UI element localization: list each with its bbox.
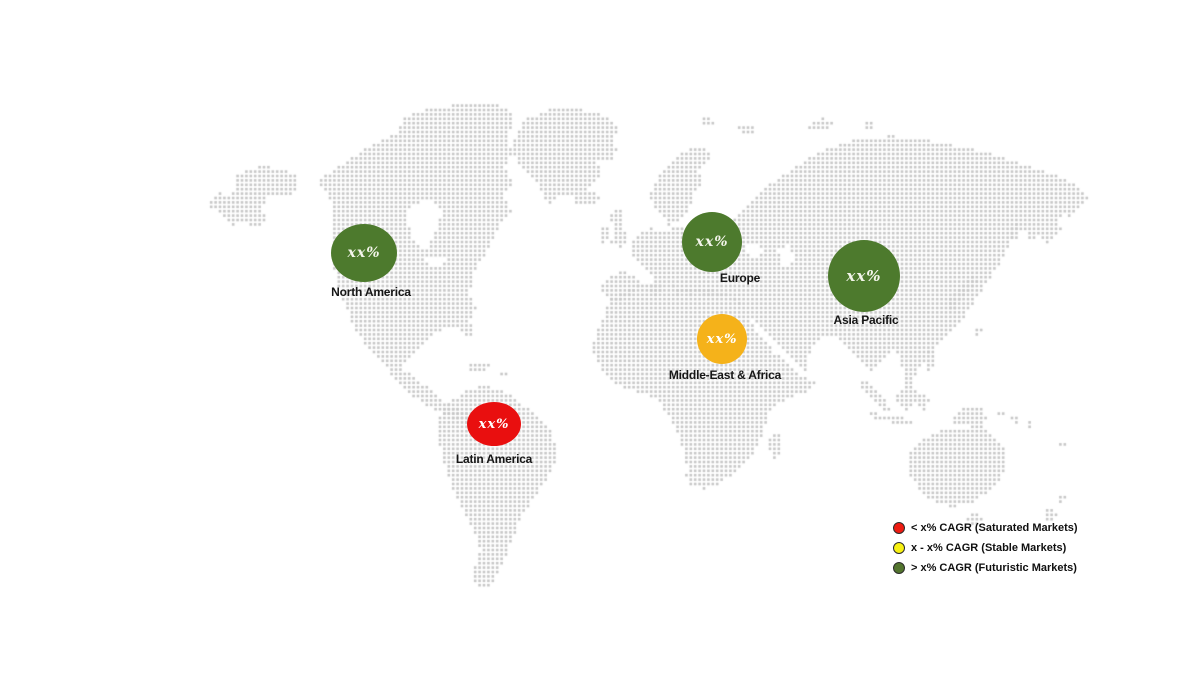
legend-swatch-green-icon — [893, 561, 905, 574]
legend-swatch-red-icon — [893, 521, 905, 534]
bubble-value-europe: xx% — [695, 234, 729, 250]
cagr-legend: < x% CAGR (Saturated Markets) x - x% CAG… — [893, 521, 1078, 581]
legend-label-saturated: < x% CAGR (Saturated Markets) — [911, 521, 1078, 534]
bubble-north-america: xx% — [331, 224, 397, 282]
legend-item-futuristic: > x% CAGR (Futuristic Markets) — [893, 561, 1078, 574]
label-europe: Europe — [719, 271, 761, 285]
legend-item-saturated: < x% CAGR (Saturated Markets) — [893, 521, 1078, 534]
legend-swatch-yellow-icon — [893, 541, 905, 554]
bubble-europe: xx% — [682, 212, 742, 272]
bubble-value-middle-east-africa: xx% — [706, 331, 738, 347]
bubble-value-north-america: xx% — [347, 245, 381, 261]
legend-label-futuristic: > x% CAGR (Futuristic Markets) — [911, 561, 1077, 574]
label-middle-east-africa: Middle-East & Africa — [668, 368, 782, 382]
label-north-america: North America — [331, 285, 411, 299]
bubble-latin-america: xx% — [467, 402, 521, 446]
bubble-value-asia-pacific: xx% — [846, 266, 882, 285]
bubble-middle-east-africa: xx% — [697, 314, 747, 364]
bubble-value-latin-america: xx% — [478, 416, 510, 432]
label-latin-america: Latin America — [455, 452, 533, 466]
bubble-asia-pacific: xx% — [828, 240, 900, 312]
label-asia-pacific: Asia Pacific — [833, 313, 899, 327]
legend-item-stable: x - x% CAGR (Stable Markets) — [893, 541, 1078, 554]
legend-label-stable: x - x% CAGR (Stable Markets) — [911, 541, 1067, 554]
